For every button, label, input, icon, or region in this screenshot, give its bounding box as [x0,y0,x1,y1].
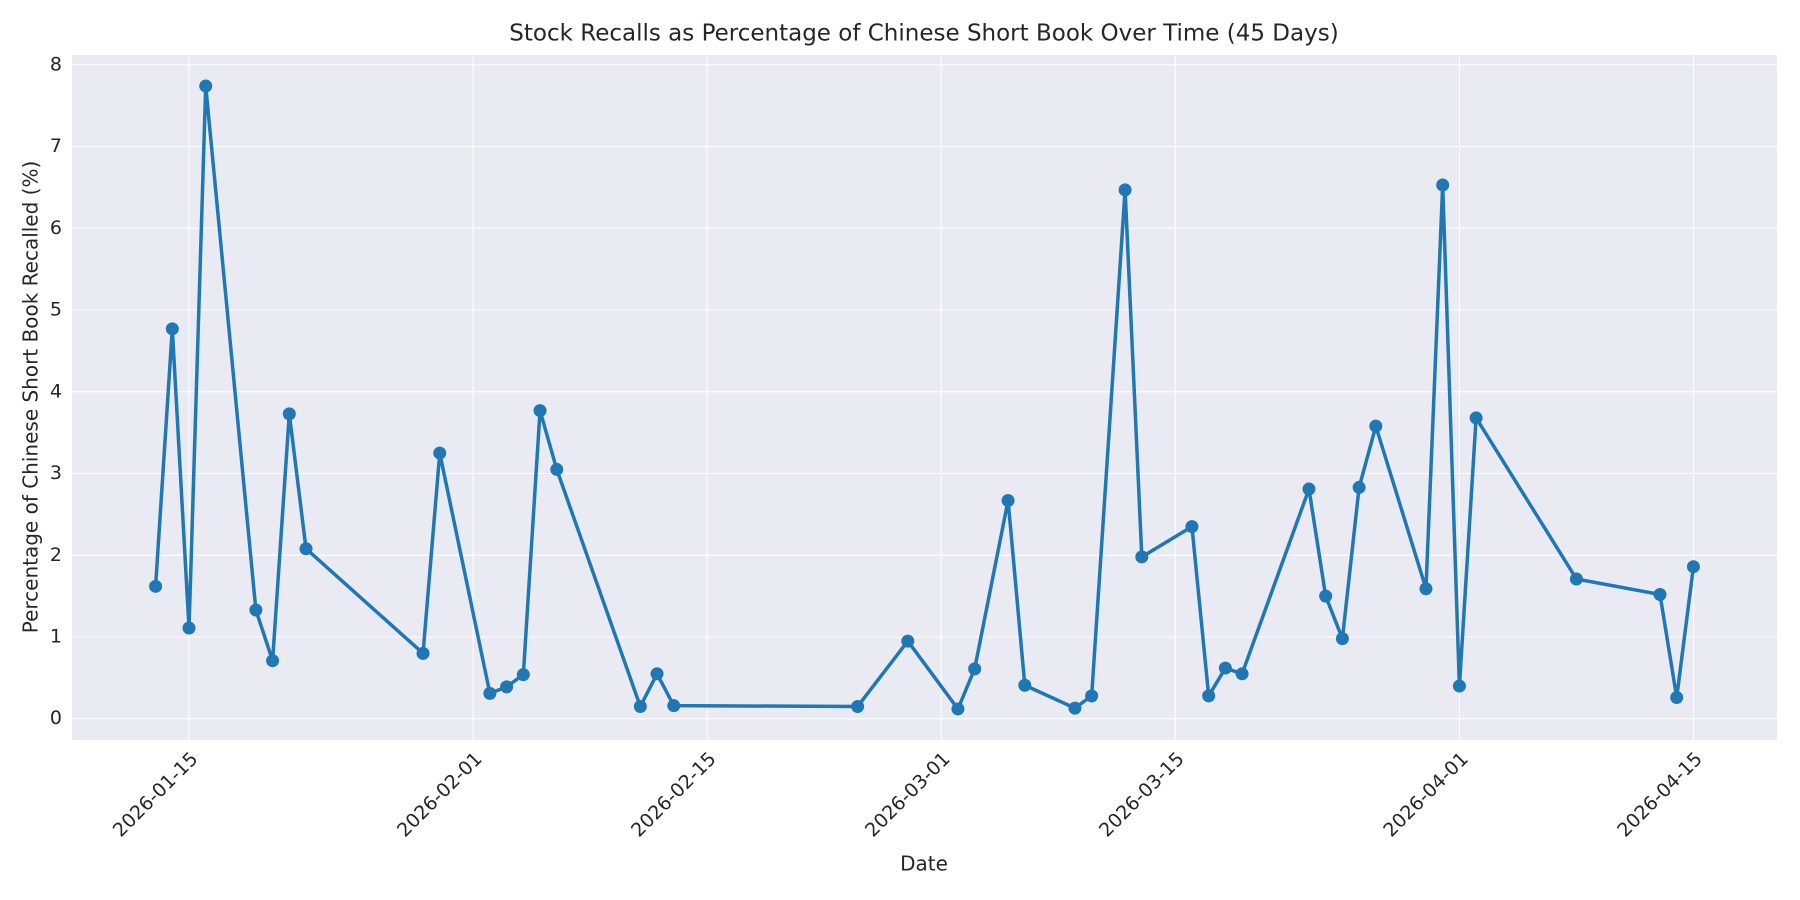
marker [1202,689,1216,703]
marker [433,446,447,460]
y-tick-label: 6 [50,217,62,239]
marker [1653,587,1667,601]
marker [1452,679,1466,693]
marker [1218,661,1232,675]
chart-title: Stock Recalls as Percentage of Chinese S… [509,21,1338,47]
plot-area [72,55,1777,740]
marker [1135,550,1149,564]
marker [951,702,965,716]
marker [1319,589,1333,603]
marker [1001,493,1015,507]
marker [165,322,179,336]
marker [550,462,564,476]
marker [1686,560,1700,574]
y-tick-label: 4 [50,380,62,402]
marker [199,79,213,93]
marker [500,680,514,694]
marker [633,699,647,713]
x-tick-label: 2026-03-15 [1095,748,1189,842]
x-tick-label: 2026-04-15 [1613,748,1707,842]
marker [249,603,263,617]
y-tick-label: 3 [50,462,62,484]
marker [901,634,915,648]
x-tick-label: 2026-03-01 [861,748,955,842]
marker [1569,572,1583,586]
marker [149,579,163,593]
marker [667,699,681,713]
marker [1352,480,1366,494]
marker [282,407,296,421]
marker [1436,178,1450,192]
marker [968,662,982,676]
y-tick-label: 0 [50,707,62,729]
x-tick-label: 2026-04-01 [1379,748,1473,842]
marker [182,621,196,635]
marker [1670,690,1684,704]
marker [1419,582,1433,596]
marker [1369,419,1383,433]
marker [1085,689,1099,703]
x-tick-label: 2026-01-15 [109,748,203,842]
x-tick-label: 2026-02-01 [393,748,487,842]
y-tick-label: 1 [50,626,62,648]
marker [533,404,547,418]
y-axis-label: Percentage of Chinese Short Book Recalle… [19,161,43,634]
marker [1018,678,1032,692]
marker [1469,411,1483,425]
y-tick-label: 7 [50,135,62,157]
marker [266,654,280,668]
marker [299,542,313,556]
marker [416,646,430,660]
x-tick-label: 2026-02-15 [627,748,721,842]
marker [1335,632,1349,646]
marker [851,699,865,713]
y-tick-label: 2 [50,544,62,566]
marker [483,686,497,700]
marker [1068,701,1082,715]
y-tick-label: 5 [50,299,62,321]
marker [1185,520,1199,534]
marker [516,668,530,682]
marker [1118,183,1132,197]
y-tick-label: 8 [50,53,62,75]
marker [1235,667,1249,681]
marker [650,667,664,681]
marker [1302,482,1316,496]
x-axis-label: Date [900,852,948,876]
